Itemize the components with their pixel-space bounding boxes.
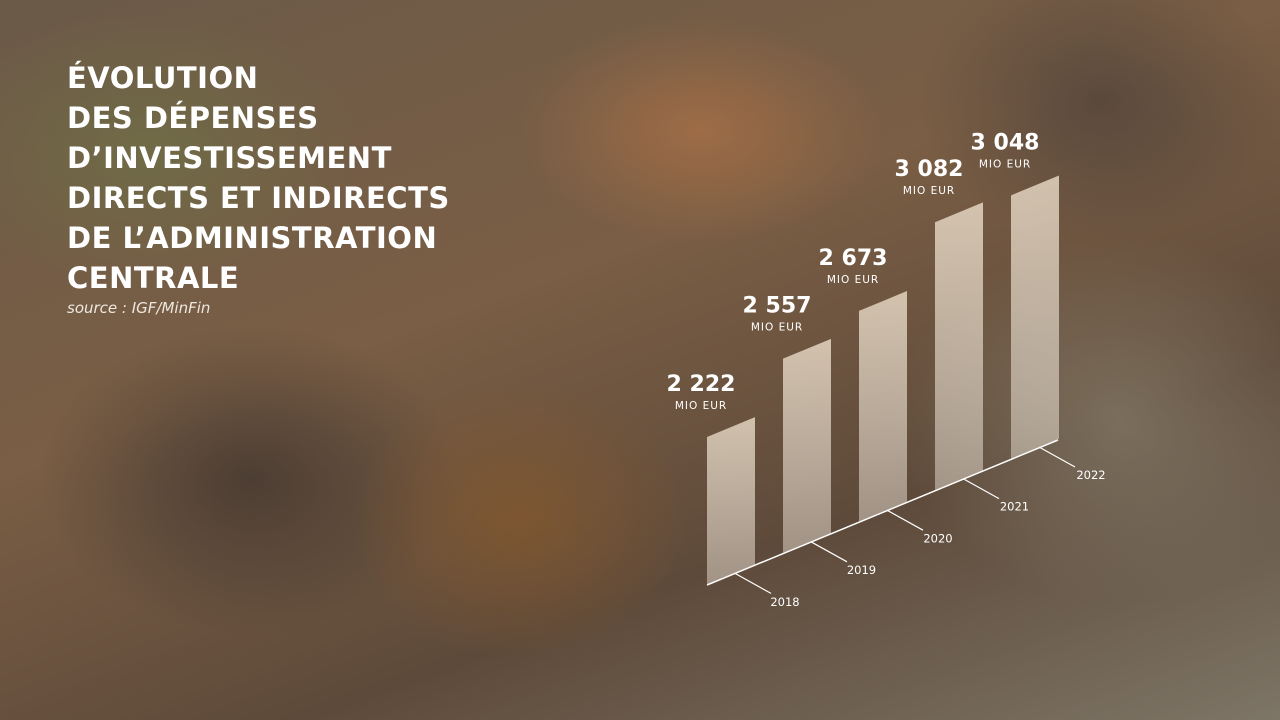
value-label: 3 048	[971, 130, 1040, 155]
source: source : IGF/MinFin	[67, 299, 210, 317]
unit-label: MIO EUR	[827, 274, 879, 286]
category-tick	[810, 541, 848, 563]
bar	[859, 291, 907, 522]
x-tick-label: 2018	[770, 595, 799, 609]
baseline	[706, 439, 1059, 586]
title-line: DIRECTS ET INDIRECTS	[67, 181, 450, 215]
category-tick	[734, 572, 772, 594]
category-tick	[1038, 446, 1076, 468]
value-label: 3 082	[895, 157, 964, 182]
title-line: DE L’ADMINISTRATION	[67, 221, 437, 255]
category-tick	[962, 478, 1000, 500]
title-line: DES DÉPENSES	[67, 101, 319, 135]
bar	[1011, 175, 1059, 459]
x-tick-label: 2022	[1076, 468, 1105, 482]
category-tick	[886, 509, 924, 531]
unit-label: MIO EUR	[979, 158, 1031, 170]
unit-label: MIO EUR	[675, 400, 727, 412]
unit-label: MIO EUR	[903, 185, 955, 197]
bar	[935, 202, 983, 491]
title-line: CENTRALE	[67, 261, 239, 295]
value-label: 2 222	[667, 372, 736, 397]
x-tick-label: 2020	[923, 531, 952, 545]
value-label: 2 557	[743, 294, 812, 319]
title-line: ÉVOLUTION	[67, 61, 258, 95]
unit-label: MIO EUR	[751, 322, 803, 334]
x-tick-label: 2021	[1000, 500, 1029, 514]
bar	[783, 338, 831, 554]
bar	[707, 417, 755, 585]
value-label: 2 673	[819, 246, 888, 271]
title-line: D’INVESTISSEMENT	[67, 141, 392, 175]
x-tick-label: 2019	[847, 563, 876, 577]
